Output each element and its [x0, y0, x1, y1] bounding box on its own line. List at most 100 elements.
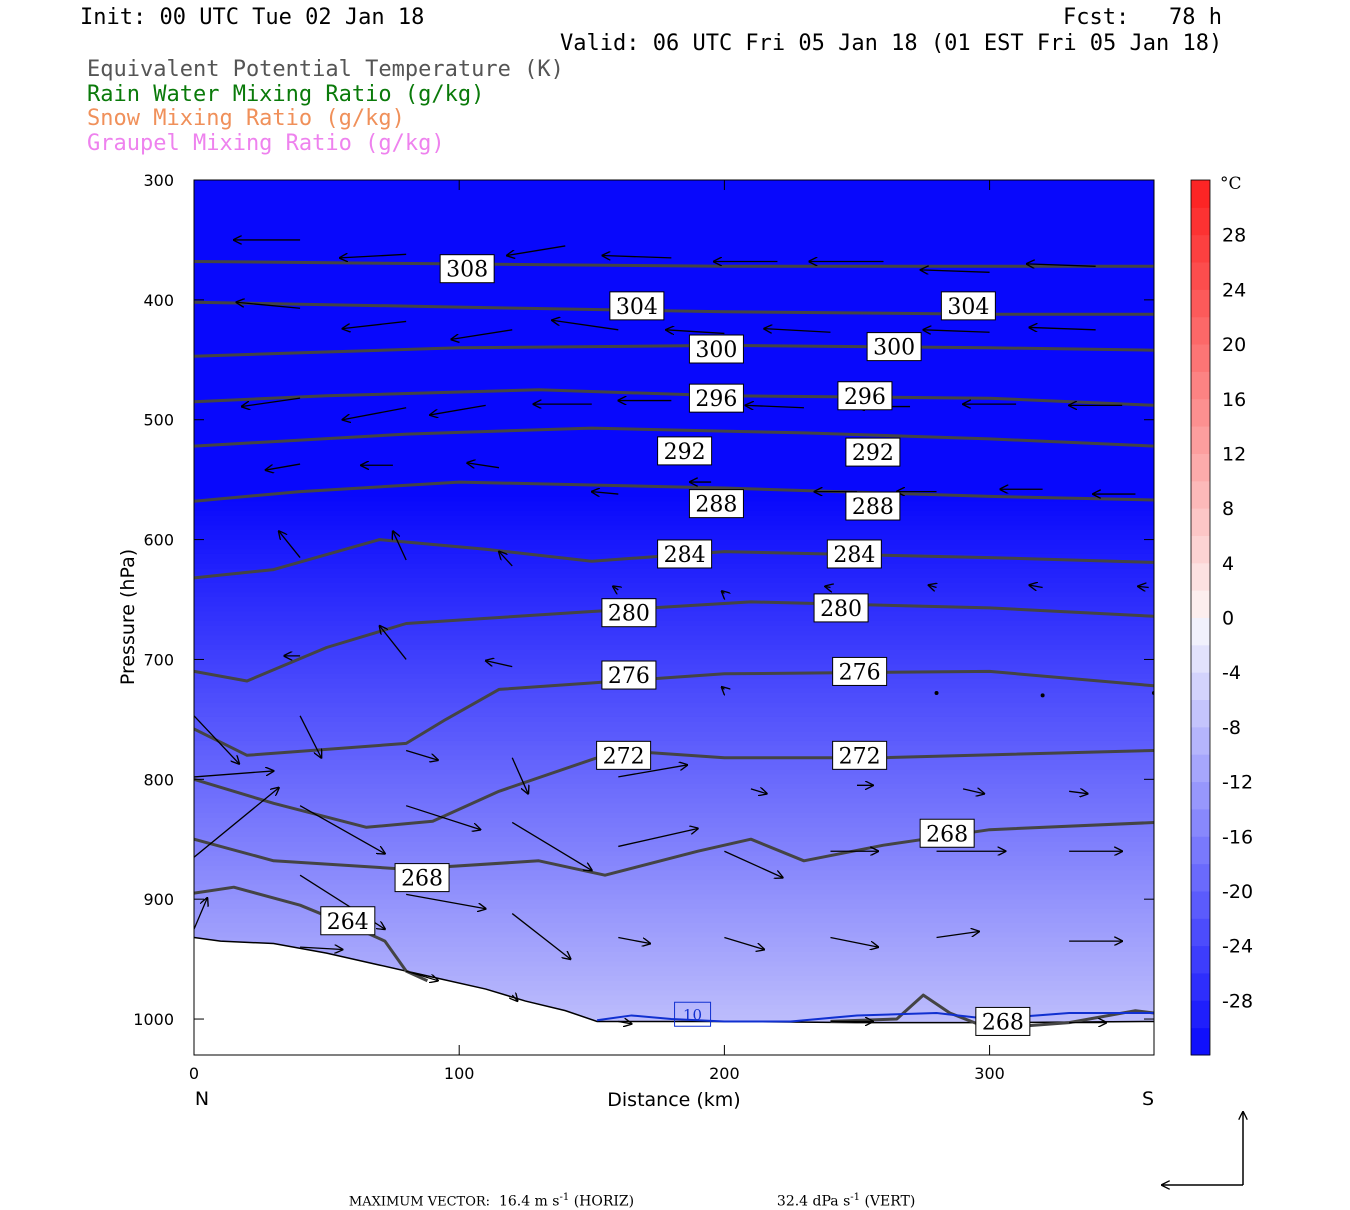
temperature-band — [194, 304, 1154, 311]
max-horiz-value: 16.4 m s — [498, 1193, 560, 1210]
wind-vector — [618, 828, 698, 848]
wind-vector — [764, 329, 831, 333]
temperature-band — [194, 237, 1154, 243]
temperature-band — [194, 664, 1154, 670]
temperature-band — [194, 774, 1154, 780]
wind-vector — [406, 893, 486, 908]
temperature-band — [194, 266, 1154, 272]
temperature-band — [194, 875, 1154, 881]
colorbar-segment — [1191, 754, 1210, 783]
temperature-band — [194, 247, 1154, 253]
temperature-band — [194, 923, 1154, 929]
contour-label-292: 292 — [664, 440, 706, 465]
temperature-band — [194, 180, 1154, 186]
temperature-band — [194, 745, 1154, 752]
wind-vector — [618, 1021, 631, 1023]
colorbar-tick-label: 20 — [1222, 334, 1246, 356]
wind-vector — [936, 932, 979, 939]
temperature-band — [194, 261, 1154, 267]
rain-contour-label-box — [674, 1001, 712, 1027]
wind-vector — [618, 765, 687, 778]
y-axis-title: Pressure (hPa) — [117, 549, 139, 685]
temperature-band — [194, 510, 1154, 517]
temperature-band — [194, 429, 1154, 435]
wind-vector — [722, 591, 725, 593]
temperature-band — [194, 841, 1154, 848]
temperature-band — [194, 975, 1154, 982]
wind-vector — [602, 256, 672, 258]
temperature-band — [194, 352, 1154, 358]
contour-label-box — [601, 598, 657, 628]
temperature-band — [194, 414, 1154, 421]
contour-label-box — [826, 539, 882, 569]
colorbar-segment — [1191, 207, 1210, 236]
axes: 300 400 500 600 700 800 900 1000 0 100 200 300 Dista… — [117, 171, 1154, 1111]
colorbar-tick-label: -24 — [1222, 936, 1253, 958]
temperature-band — [194, 184, 1154, 191]
temperature-band — [194, 999, 1154, 1006]
temperature-band — [194, 740, 1154, 747]
temperature-band — [194, 913, 1154, 919]
contour-label-304: 304 — [947, 295, 989, 320]
temperature-band — [194, 199, 1154, 205]
temperature-band — [194, 645, 1154, 651]
temperature-band — [194, 520, 1154, 526]
legend-snow: Snow Mixing Ratio (g/kg) — [87, 106, 405, 131]
valid-time: Valid: 06 UTC Fri 05 Jan 18 (01 EST Fri … — [560, 31, 1223, 56]
contour-label-288: 288 — [695, 493, 737, 518]
temperature-band — [194, 880, 1154, 886]
theta-e-contour-308 — [194, 260, 1154, 268]
temperature-band — [194, 688, 1154, 694]
colorbar-segment — [1191, 781, 1210, 810]
x-tick-label-200: 200 — [709, 1064, 740, 1083]
temperature-band — [194, 755, 1154, 761]
temperature-band — [194, 1062, 1154, 1067]
temperature-band — [194, 189, 1154, 195]
temperature-band — [194, 285, 1154, 291]
temperature-band — [194, 678, 1154, 685]
contour-label-288: 288 — [852, 495, 894, 520]
wind-vector — [467, 463, 500, 468]
wind-vector — [921, 270, 990, 272]
temperature-band — [194, 251, 1154, 258]
temperature-band — [194, 947, 1154, 953]
temperature-band — [194, 477, 1154, 483]
temperature-band — [194, 808, 1154, 814]
y-tick-label-1000: 1000 — [133, 1010, 174, 1029]
temperature-band — [194, 779, 1154, 785]
wind-vector — [380, 626, 407, 660]
temperature-band — [194, 721, 1154, 728]
temperature-band — [194, 937, 1154, 943]
temperature-band — [194, 731, 1154, 737]
temperature-band — [194, 956, 1154, 963]
y-tick-label-400: 400 — [143, 291, 174, 310]
temperature-band — [194, 405, 1154, 411]
contour-label-292: 292 — [852, 441, 894, 466]
legend-rain: Rain Water Mixing Ratio (g/kg) — [87, 82, 485, 107]
temperature-band — [194, 669, 1154, 675]
contour-label-268: 268 — [926, 822, 968, 847]
wind-vectors — [194, 240, 1154, 1024]
wind-vector — [666, 330, 725, 334]
colorbar-segment — [1191, 316, 1210, 345]
wind-vector — [830, 936, 878, 948]
wind-vector — [746, 405, 804, 407]
contour-label-300: 300 — [695, 338, 737, 363]
wind-vector — [825, 586, 830, 587]
temperature-band — [194, 625, 1154, 632]
temperature-band — [194, 894, 1154, 900]
temperature-band — [194, 419, 1154, 426]
wind-vector — [1029, 585, 1043, 587]
temperature-band — [194, 338, 1154, 344]
temperature-band — [194, 525, 1154, 531]
colorbar-segment — [1191, 289, 1210, 318]
temperature-band — [194, 587, 1154, 593]
contour-label-box — [596, 740, 652, 770]
temperature-band — [194, 366, 1154, 373]
theta-e-contour-292 — [194, 426, 1154, 448]
y-tick-label-600: 600 — [143, 531, 174, 550]
wind-vector — [618, 936, 650, 944]
colorbar-tick-label: -28 — [1222, 990, 1253, 1012]
wind-vector — [511, 913, 570, 960]
